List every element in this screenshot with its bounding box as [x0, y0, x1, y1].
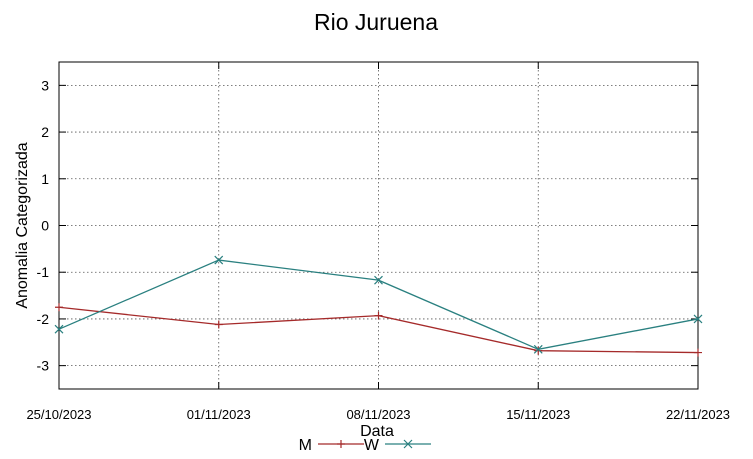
- chart-title: Rio Juruena: [314, 9, 438, 35]
- axis-ticks: 3 2 1 0 -1 -2 -3 25/10/2023 01/11/2023 08/11/2023…: [26, 62, 730, 422]
- cross-marker: [214, 255, 224, 265]
- cross-marker: [374, 275, 383, 285]
- cross-marker: [403, 439, 413, 449]
- legend-label: M: [299, 437, 312, 454]
- series-line: [58, 259, 699, 350]
- plus-marker: [55, 303, 63, 312]
- y-tick-label: -2: [37, 311, 50, 327]
- plus-marker: [694, 348, 702, 357]
- series-M: [55, 303, 702, 357]
- x-tick-label: 15/11/2023: [506, 407, 570, 422]
- y-tick-label: -3: [37, 358, 50, 374]
- plus-marker: [214, 320, 223, 329]
- plus-marker: [337, 440, 345, 448]
- cross-marker: [54, 324, 64, 334]
- series-layer: [54, 255, 703, 357]
- x-tick-label: 22/11/2023: [666, 407, 730, 422]
- y-tick-label: -1: [37, 264, 50, 280]
- x-tick-label: 01/11/2023: [187, 407, 251, 422]
- plus-marker: [374, 311, 383, 320]
- y-tick-label: 2: [41, 124, 49, 140]
- y-tick-label: 1: [41, 171, 49, 187]
- cross-marker: [693, 314, 703, 324]
- x-axis-label: Data: [360, 423, 394, 440]
- series-W: [54, 255, 703, 354]
- y-tick-label: 0: [41, 218, 49, 234]
- cross-marker: [533, 344, 543, 354]
- legend-label: W: [364, 437, 380, 454]
- y-axis-label: Anomalia Categorizada: [14, 142, 31, 308]
- x-tick-label: 08/11/2023: [346, 407, 410, 422]
- y-tick-label: 3: [41, 77, 49, 93]
- grid-lines: [59, 62, 698, 389]
- plus-marker: [534, 346, 543, 355]
- plot-frame: [58, 61, 699, 390]
- x-tick-label: 25/10/2023: [26, 407, 91, 422]
